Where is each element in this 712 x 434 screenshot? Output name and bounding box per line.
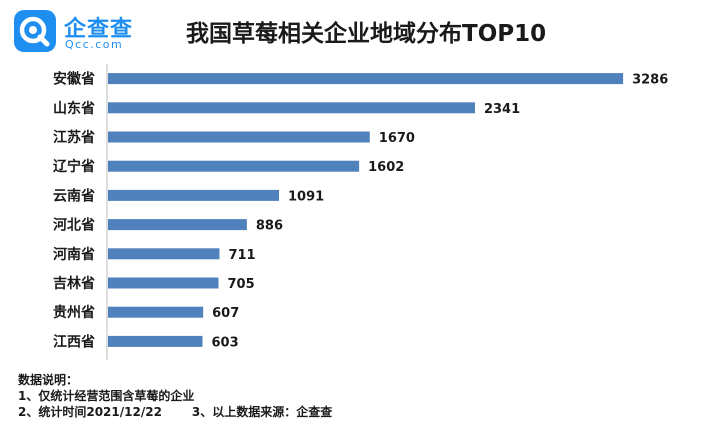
- bar: [108, 131, 370, 143]
- bar: [108, 189, 280, 201]
- notes-line-1: 1、仅统计经营范围含草莓的企业: [18, 389, 195, 403]
- value-label: 711: [228, 248, 255, 263]
- bar: [108, 248, 220, 260]
- value-label: 1091: [288, 189, 324, 204]
- category-label: 辽宁省: [53, 158, 95, 175]
- category-label: 河南省: [53, 246, 95, 263]
- value-label: 603: [212, 335, 239, 350]
- bar: [108, 102, 475, 114]
- qcc-q-icon: [14, 10, 56, 52]
- bar: [108, 73, 624, 85]
- value-label: 2341: [484, 102, 520, 117]
- qcc-logo: 企查查 Qcc.com: [14, 10, 144, 54]
- notes-source: 3、以上数据来源：企查查: [191, 405, 333, 419]
- bar: [108, 306, 204, 318]
- notes-heading: 数据说明：: [18, 373, 79, 387]
- notes-line-2: 2、统计时间2021/12/22 3、以上数据来源：企查查: [18, 404, 332, 420]
- category-label: 江西省: [53, 333, 95, 350]
- bar: [108, 277, 219, 289]
- value-label: 607: [212, 306, 239, 321]
- category-label: 贵州省: [53, 304, 95, 321]
- value-label: 705: [228, 277, 255, 292]
- value-label: 886: [256, 219, 283, 234]
- logo-domain: Qcc.com: [65, 38, 124, 51]
- value-label: 3286: [632, 73, 668, 88]
- category-label: 安徽省: [53, 71, 95, 88]
- category-label: 江苏省: [53, 129, 95, 146]
- category-label: 山东省: [53, 100, 95, 117]
- value-label: 1602: [368, 160, 404, 175]
- chart-title: 我国草莓相关企业地域分布TOP10: [186, 21, 547, 47]
- category-label: 云南省: [53, 187, 95, 204]
- category-label: 河北省: [53, 217, 95, 234]
- bar: [108, 219, 247, 231]
- bar: [108, 335, 203, 347]
- logo-name: 企查查: [64, 17, 134, 42]
- bar: [108, 160, 360, 172]
- notes-stat-time: 2、统计时间2021/12/22: [18, 405, 162, 419]
- data-notes: 数据说明： 1、仅统计经营范围含草莓的企业 2、统计时间2021/12/22 3、…: [18, 372, 332, 420]
- category-label: 吉林省: [53, 275, 95, 292]
- value-label: 1670: [379, 131, 415, 146]
